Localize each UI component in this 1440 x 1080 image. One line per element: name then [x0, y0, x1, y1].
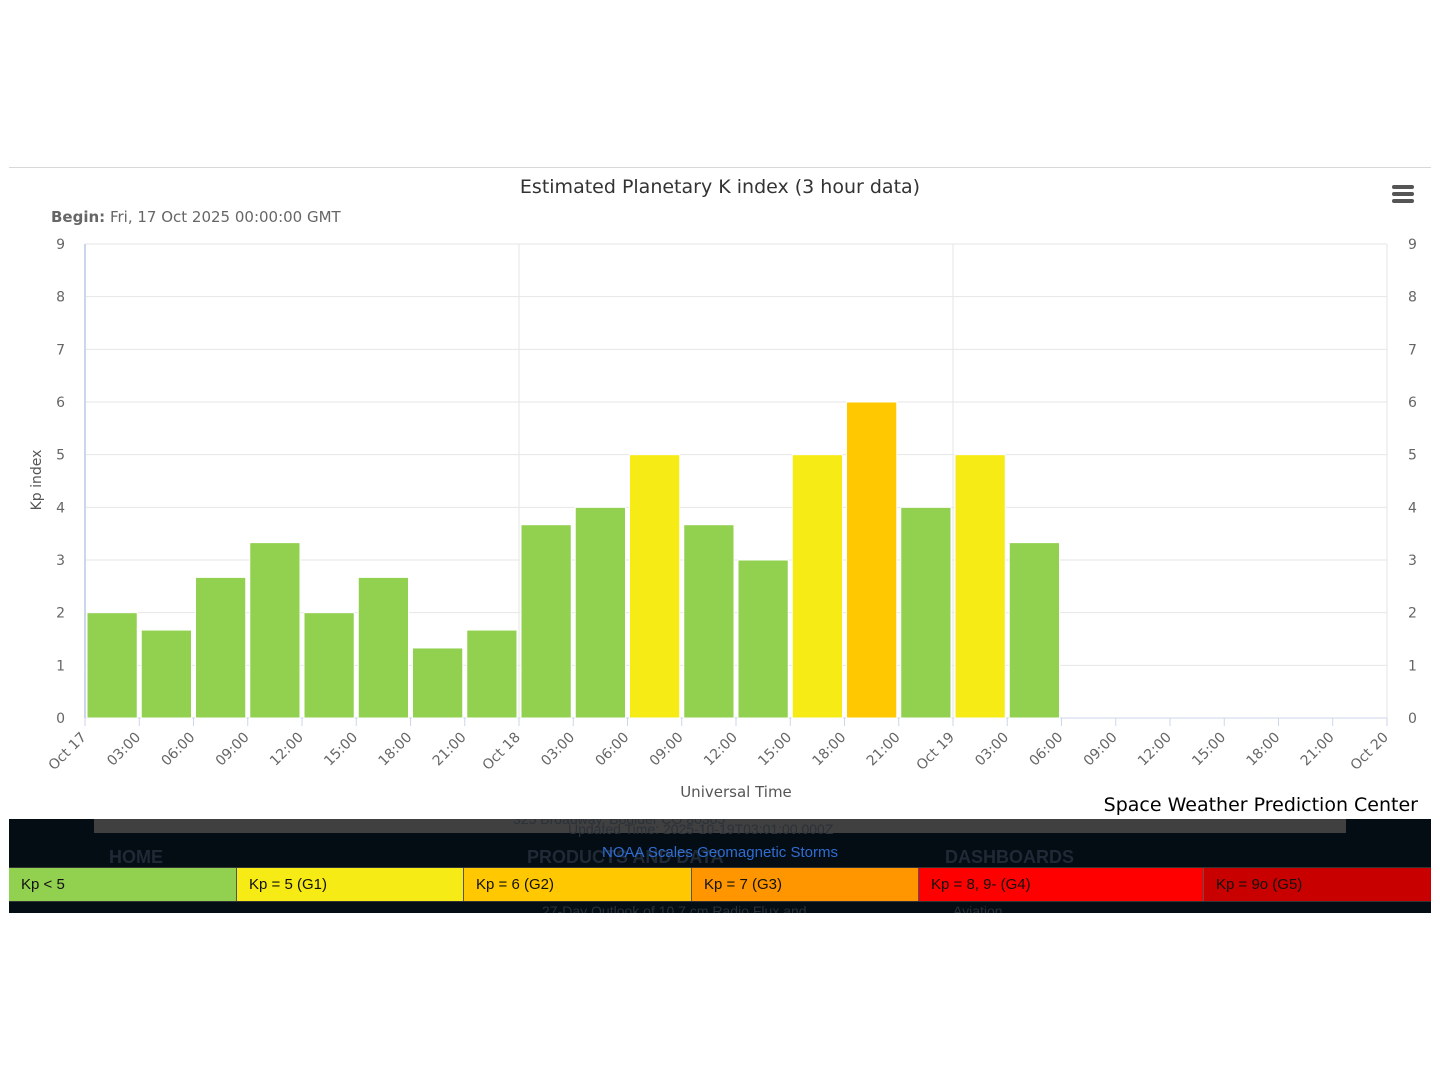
begin-value: Fri, 17 Oct 2025 00:00:00 GMT	[109, 208, 341, 226]
x-tick-label: Oct 17	[46, 730, 90, 774]
kp-bar[interactable]	[466, 629, 518, 719]
background-link-outlook[interactable]: 27-Day Outlook of 10.7 cm Radio Flux and	[542, 903, 807, 913]
x-tick-label: 15:00	[321, 730, 361, 770]
x-tick-label: 21:00	[430, 730, 470, 770]
kp-bar[interactable]	[303, 612, 355, 719]
x-tick-label: 06:00	[592, 730, 632, 770]
x-tick-label: 12:00	[1135, 730, 1175, 770]
x-tick-label: 09:00	[1081, 730, 1121, 770]
x-tick-label: 18:00	[809, 730, 849, 770]
kp-bar[interactable]	[791, 454, 843, 719]
y-tick-label-left: 5	[56, 448, 65, 464]
x-tick-label: 18:00	[375, 730, 415, 770]
background-updated-bar	[94, 819, 1346, 833]
x-tick-label: Oct 19	[914, 730, 958, 774]
grid-lines	[84, 243, 1388, 719]
x-tick-label: 06:00	[1026, 730, 1066, 770]
kp-bar[interactable]	[140, 629, 192, 719]
x-axis-label: Universal Time	[680, 783, 792, 801]
y-tick-label-right: 2	[1408, 606, 1417, 622]
y-axis-label: Kp index	[29, 450, 45, 511]
background-nav-dashboards[interactable]: DASHBOARDS	[945, 847, 1075, 867]
y-tick-label-right: 9	[1408, 237, 1417, 253]
y-tick-label-right: 0	[1408, 711, 1417, 727]
y-tick-label-right: 8	[1408, 290, 1417, 306]
begin-label: Begin:	[51, 208, 106, 226]
background-nav-products[interactable]: PRODUCTS AND DATA	[527, 847, 724, 867]
kp-bar[interactable]	[195, 576, 247, 719]
x-tick-label: 06:00	[158, 730, 198, 770]
kp-bar[interactable]	[249, 542, 301, 719]
x-tick-label: 15:00	[755, 730, 795, 770]
y-tick-label-left: 1	[56, 658, 65, 674]
kp-bar[interactable]	[86, 612, 138, 719]
y-tick-label-left: 3	[56, 553, 65, 569]
y-tick-label-right: 5	[1408, 448, 1417, 464]
y-tick-label-right: 6	[1408, 395, 1417, 411]
legend-kp-below-5: Kp < 5	[9, 868, 237, 901]
background-updated: Updated Time: 2025-10-19T03:01:00.000Z	[568, 821, 834, 837]
x-tick-label: 12:00	[701, 730, 741, 770]
background-link-aviation[interactable]: Aviation	[953, 903, 1003, 913]
legend-kp-8-9minus-g4: Kp = 8, 9- (G4)	[919, 868, 1204, 901]
x-tick-label: 21:00	[1298, 730, 1338, 770]
y-tick-label-left: 7	[56, 342, 65, 358]
legend-kp-6-g2: Kp = 6 (G2)	[464, 868, 692, 901]
kp-bar[interactable]	[683, 524, 735, 719]
kp-bar[interactable]	[629, 454, 681, 719]
x-tick-label: 03:00	[538, 730, 578, 770]
background-nav-home[interactable]: HOME	[109, 847, 163, 867]
y-tick-label-left: 6	[56, 395, 65, 411]
begin-time: Begin: Fri, 17 Oct 2025 00:00:00 GMT	[51, 208, 341, 226]
kp-bar[interactable]	[520, 524, 572, 719]
kp-bar[interactable]	[412, 647, 464, 719]
y-tick-label-right: 3	[1408, 553, 1417, 569]
kp-bar[interactable]	[900, 506, 952, 719]
x-tick-label: 18:00	[1243, 730, 1283, 770]
y-tick-label-left: 2	[56, 606, 65, 622]
bars	[86, 401, 1060, 719]
credit-text: Space Weather Prediction Center	[1103, 794, 1418, 816]
kp-bar[interactable]	[954, 454, 1006, 719]
y-tick-label-right: 4	[1408, 500, 1417, 516]
y-tick-label-left: 9	[56, 237, 65, 253]
y-tick-label-left: 0	[56, 711, 65, 727]
chart-title: Estimated Planetary K index (3 hour data…	[519, 176, 921, 198]
kp-bar[interactable]	[357, 576, 409, 719]
x-tick-label: 12:00	[267, 730, 307, 770]
hamburger-menu-icon[interactable]	[1392, 185, 1414, 205]
background-address: 325 Broadway, Boulder CO 80305	[513, 819, 726, 827]
kp-color-legend: Kp < 5 Kp = 5 (G1) Kp = 6 (G2) Kp = 7 (G…	[9, 867, 1431, 902]
legend-kp-7-g3: Kp = 7 (G3)	[692, 868, 919, 901]
legend-kp-9o-g5: Kp = 9o (G5)	[1204, 868, 1431, 901]
legend-kp-5-g1: Kp = 5 (G1)	[237, 868, 464, 901]
kp-bar[interactable]	[1008, 542, 1060, 719]
x-tick-label: 21:00	[864, 730, 904, 770]
kp-bar[interactable]	[574, 506, 626, 719]
x-tick-label: Oct 18	[480, 730, 524, 774]
kp-bar[interactable]	[737, 559, 789, 719]
y-tick-label-left: 8	[56, 290, 65, 306]
x-tick-label: Oct 20	[1348, 730, 1392, 774]
x-tick-label: 03:00	[972, 730, 1012, 770]
noaa-scales-title[interactable]: NOAA Scales Geomagnetic Storms	[602, 844, 838, 861]
y-tick-label-left: 4	[56, 500, 65, 516]
top-divider	[9, 167, 1431, 168]
kp-bar[interactable]	[846, 401, 898, 719]
x-tick-label: 09:00	[647, 730, 687, 770]
x-tick-label: 15:00	[1189, 730, 1229, 770]
x-tick-label: 09:00	[213, 730, 253, 770]
y-tick-label-right: 1	[1408, 658, 1417, 674]
y-tick-label-right: 7	[1408, 342, 1417, 358]
x-tick-label: 03:00	[104, 730, 144, 770]
kp-bar-chart: 0 0 1 1 2 2 3 3 4 4 5 5 6 6 7 7 8 8 9 9 Oct 17 03:00 06:00 09:0…	[29, 237, 1417, 801]
